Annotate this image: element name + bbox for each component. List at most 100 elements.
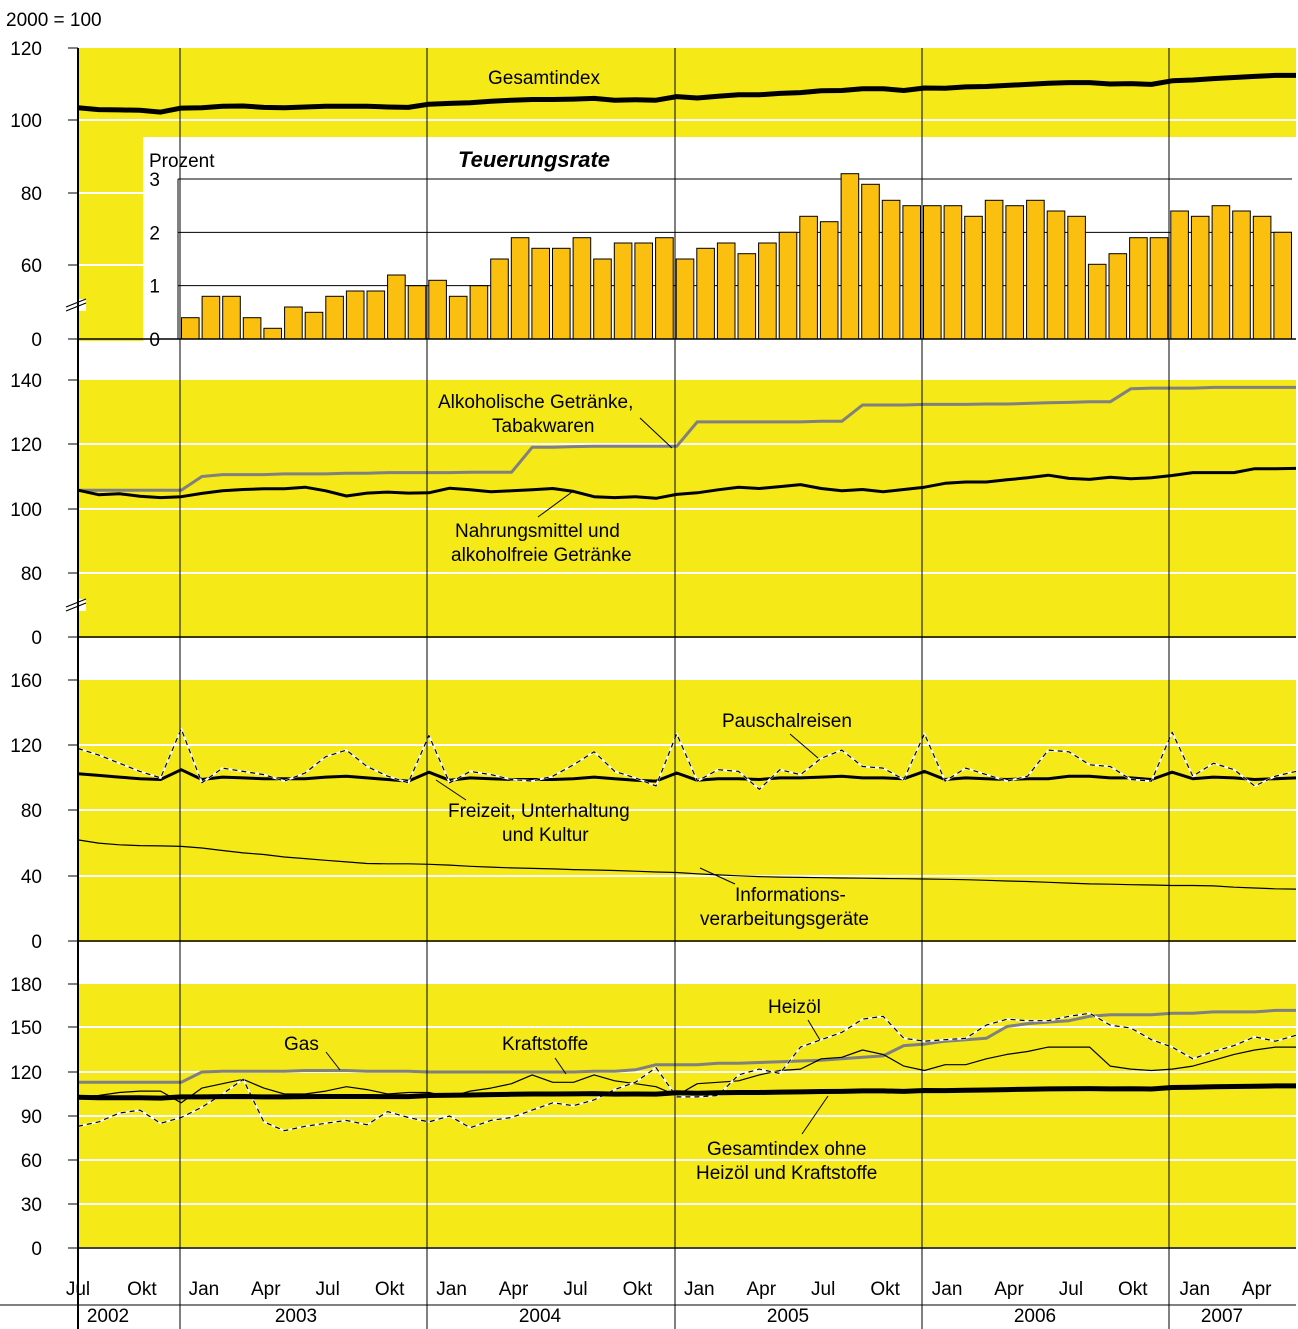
x-month-label: Jul xyxy=(811,1279,835,1300)
leader-kraftstoffe xyxy=(554,1057,567,1075)
x-month-label: Apr xyxy=(747,1279,777,1300)
panel3-ytick-label: 80 xyxy=(21,801,42,822)
panel2-ytick-label: 80 xyxy=(21,564,42,585)
leader-ohne xyxy=(801,1095,829,1135)
inset-ytick-label: 1 xyxy=(149,277,160,298)
panel4-ytick-label: 90 xyxy=(21,1107,42,1128)
panel-energie: Heizöl Gas Kraftstoffe Gesamtindex ohne … xyxy=(77,984,1297,1247)
bar-teuerungsrate xyxy=(201,295,221,340)
axis-break-mark-0b xyxy=(65,298,87,308)
x-month-label: Jan xyxy=(436,1279,467,1300)
panel3-ytick-label: 0 xyxy=(31,932,42,953)
bar-teuerungsrate xyxy=(181,317,200,340)
panel-nahrung-alkohol: Alkoholische Getränke, Tabakwaren Nahrun… xyxy=(77,380,1297,638)
x-year-label: 2006 xyxy=(1014,1306,1056,1327)
x-year-label: 2002 xyxy=(87,1306,129,1327)
x-month-label: Okt xyxy=(870,1279,900,1300)
label-nahrung-line1: Nahrungsmittel und xyxy=(455,521,620,542)
series-kraftstoffe xyxy=(77,1046,1296,1104)
bar-teuerungsrate xyxy=(531,247,551,340)
panel3-ytick-label: 40 xyxy=(21,867,42,888)
bar-teuerungsrate xyxy=(242,317,262,340)
leader-pauschal xyxy=(789,733,819,759)
panel3-ytick-label: 120 xyxy=(10,736,42,757)
panel4-ytick-label: 30 xyxy=(21,1195,42,1216)
bar-teuerungsrate xyxy=(1087,263,1107,340)
inset-teuerungsrate: Prozent Teuerungsrate 3 2 1 0 xyxy=(143,137,1296,351)
leader-nahrung xyxy=(537,491,573,518)
bar-teuerungsrate xyxy=(387,274,406,340)
x-month-label: Jul xyxy=(316,1279,340,1300)
x-month-label: Okt xyxy=(375,1279,405,1300)
bar-teuerungsrate xyxy=(881,199,901,340)
bar-teuerungsrate xyxy=(1273,231,1293,340)
x-year-label: 2004 xyxy=(519,1306,562,1327)
x-month-label: Apr xyxy=(251,1279,281,1300)
x-month-label: Okt xyxy=(127,1279,157,1300)
label-nahrung-line2: alkoholfreie Getränke xyxy=(451,545,632,566)
panel1-ytick-label: 0 xyxy=(31,330,42,351)
panel2-ytick-label: 120 xyxy=(10,435,42,456)
label-heizoel: Heizöl xyxy=(768,997,821,1018)
series-gesamtindex xyxy=(77,72,1296,115)
bar-teuerungsrate xyxy=(1252,215,1272,340)
x-month-label: Jul xyxy=(66,1279,90,1300)
inset-ytick-label: 2 xyxy=(149,223,160,244)
x-month-label: Apr xyxy=(1242,1279,1272,1300)
panel4-ytick-label: 150 xyxy=(10,1018,42,1039)
inset-ytick-label: 3 xyxy=(149,170,160,191)
label-freizeit-line2: und Kultur xyxy=(502,825,589,846)
bar-teuerungsrate xyxy=(778,231,798,340)
label-ohne-line1: Gesamtindex ohne xyxy=(707,1139,867,1160)
leader-freizeit xyxy=(435,779,467,801)
bar-teuerungsrate xyxy=(964,215,983,340)
bar-teuerungsrate xyxy=(737,253,757,340)
bar-teuerungsrate xyxy=(613,242,633,340)
x-month-label: Jul xyxy=(563,1279,587,1300)
panel1-ytick-label: 120 xyxy=(10,39,42,60)
panel1-ytick-label: 80 xyxy=(21,184,42,205)
panel2-ytick-label: 100 xyxy=(10,500,42,521)
unit-label: 2000 = 100 xyxy=(6,10,102,31)
leader-heizoel xyxy=(807,1019,821,1041)
x-month-label: Jan xyxy=(189,1279,220,1300)
bar-teuerungsrate xyxy=(1067,215,1086,340)
bar-teuerungsrate xyxy=(861,183,880,340)
panel4-ytick-label: 120 xyxy=(10,1063,42,1084)
bar-teuerungsrate xyxy=(1026,199,1045,340)
bar-teuerungsrate xyxy=(1211,205,1231,340)
bar-teuerungsrate xyxy=(1232,210,1251,340)
axis-break-mark-0 xyxy=(65,302,87,312)
bar-teuerungsrate xyxy=(1149,237,1169,340)
bar-teuerungsrate xyxy=(1046,210,1066,340)
label-info-line2: verarbeitungsgeräte xyxy=(700,909,869,930)
series-gesamtindex-ohne xyxy=(77,1083,1296,1101)
x-month-label: Jan xyxy=(684,1279,715,1300)
bar-teuerungsrate xyxy=(490,258,509,340)
bar-teuerungsrate xyxy=(366,290,386,340)
x-year-label: 2003 xyxy=(275,1306,317,1327)
panel2-ytick-label: 0 xyxy=(31,628,42,649)
bar-teuerungsrate xyxy=(758,242,777,340)
bar-teuerungsrate xyxy=(943,205,963,340)
bar-teuerungsrate xyxy=(1190,215,1210,340)
label-info-line1: Informations- xyxy=(735,885,846,906)
bar-teuerungsrate xyxy=(923,205,942,340)
series-freizeit xyxy=(77,768,1297,783)
bar-teuerungsrate xyxy=(263,327,282,340)
bar-teuerungsrate xyxy=(1005,205,1025,340)
bar-teuerungsrate xyxy=(325,295,344,340)
bar-teuerungsrate xyxy=(510,237,530,340)
label-gas: Gas xyxy=(284,1034,319,1055)
bar-teuerungsrate xyxy=(1108,253,1128,340)
series-nahrung xyxy=(77,466,1297,500)
panel1-ytick-label: 60 xyxy=(21,256,42,277)
inset-ylabel: Prozent xyxy=(149,151,215,172)
x-month-label: Okt xyxy=(1118,1279,1148,1300)
bar-teuerungsrate xyxy=(222,295,241,340)
leader-alkohol xyxy=(639,417,673,449)
label-kraftstoffe: Kraftstoffe xyxy=(502,1034,588,1055)
series-alkohol xyxy=(78,385,1296,492)
bar-teuerungsrate xyxy=(448,295,468,340)
